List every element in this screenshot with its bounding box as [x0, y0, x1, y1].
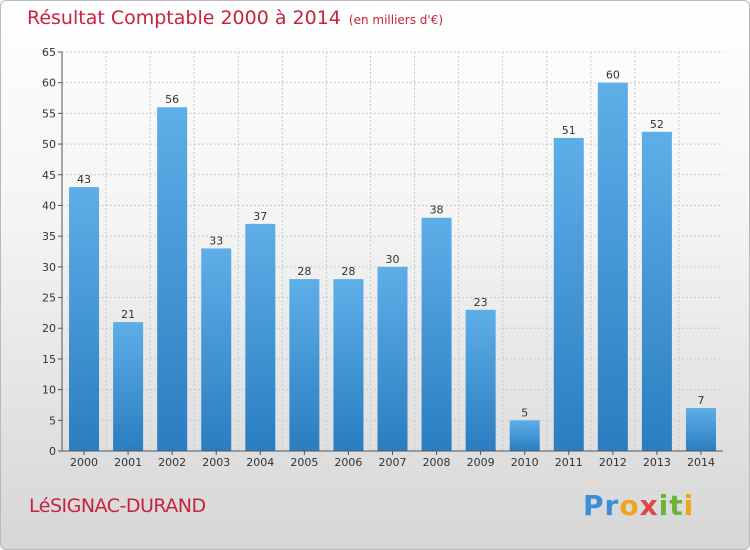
- axes: 0 5 10 15 20 25 30 35 40 45 50 55 60 65: [42, 46, 723, 458]
- data-label: 33: [209, 234, 223, 247]
- bar: [641, 131, 672, 452]
- x-tick-label: 2013: [643, 456, 671, 469]
- bar: [157, 107, 188, 451]
- x-tick-label: 2009: [467, 456, 495, 469]
- proxiti-logo: Proxiti: [583, 489, 694, 522]
- y-tick-label: 20: [42, 322, 56, 335]
- bars: [69, 82, 716, 452]
- logo-letter: i: [658, 489, 670, 522]
- logo-letter: x: [639, 489, 659, 522]
- y-tick-label: 35: [42, 230, 56, 243]
- bar: [553, 137, 584, 451]
- bar: [201, 248, 232, 451]
- logo-letter: r: [604, 489, 620, 522]
- chart-subtitle: (en milliers d'€): [348, 13, 444, 27]
- data-label: 38: [430, 204, 444, 217]
- y-tick-label: 50: [42, 138, 56, 151]
- data-label: 37: [253, 210, 267, 223]
- x-tick-label: 2004: [246, 456, 274, 469]
- x-tick-label: 2006: [334, 456, 362, 469]
- city-name: LéSIGNAC-DURAND: [29, 495, 206, 517]
- y-tick-label: 0: [49, 445, 56, 458]
- data-label: 60: [606, 69, 620, 82]
- data-label: 21: [121, 308, 135, 321]
- chart-title-block: Résultat Comptable 2000 à 2014 (en millie…: [27, 7, 443, 29]
- x-tick-label: 2012: [599, 456, 627, 469]
- bar: [113, 322, 144, 451]
- y-tick-label: 65: [42, 46, 56, 59]
- chart-title: Résultat Comptable 2000 à 2014: [27, 7, 341, 29]
- bar: [289, 279, 320, 451]
- x-tick-label: 2005: [290, 456, 318, 469]
- logo-letter: i: [683, 489, 695, 522]
- y-tick-label: 40: [42, 199, 56, 212]
- logo-letter: t: [669, 489, 684, 522]
- grid-lines: [62, 51, 723, 451]
- data-label: 5: [521, 406, 528, 419]
- y-tick-label: 10: [42, 384, 56, 397]
- logo-letter: P: [583, 489, 605, 522]
- y-tick-label: 25: [42, 292, 56, 305]
- y-tick-label: 5: [49, 414, 56, 427]
- x-tick-label: 2003: [202, 456, 230, 469]
- data-label: 51: [562, 124, 576, 137]
- y-tick-label: 60: [42, 77, 56, 90]
- y-tick-label: 45: [42, 169, 56, 182]
- x-tick-label: 2008: [423, 456, 451, 469]
- y-tick-label: 55: [42, 107, 56, 120]
- bar: [685, 408, 716, 451]
- x-tick-label: 2011: [555, 456, 583, 469]
- data-label: 30: [386, 253, 400, 266]
- bar: [333, 279, 364, 451]
- x-tick-label: 2007: [379, 456, 407, 469]
- x-tick-label: 2000: [70, 456, 98, 469]
- bar: [377, 266, 408, 451]
- x-tick-label: 2014: [687, 456, 715, 469]
- data-label: 28: [297, 265, 311, 278]
- bar: [597, 82, 628, 451]
- x-tick-label: 2010: [511, 456, 539, 469]
- logo-letter: o: [619, 489, 640, 522]
- bar: [69, 187, 100, 452]
- data-label: 7: [697, 394, 704, 407]
- data-label: 56: [165, 93, 179, 106]
- bar: [245, 223, 276, 451]
- data-label: 28: [341, 265, 355, 278]
- x-tick-label: 2001: [114, 456, 142, 469]
- bar: [509, 420, 540, 451]
- y-tick-label: 30: [42, 261, 56, 274]
- data-label: 52: [650, 118, 664, 131]
- labels: 43 2000 21 2001 56 2002 33 2003 37 2004 28 2005 28 20…: [70, 69, 715, 469]
- y-tick-label: 15: [42, 353, 56, 366]
- data-label: 43: [77, 173, 91, 186]
- bar: [465, 309, 496, 451]
- bar: [421, 217, 452, 451]
- x-tick-label: 2002: [158, 456, 186, 469]
- data-label: 23: [474, 296, 488, 309]
